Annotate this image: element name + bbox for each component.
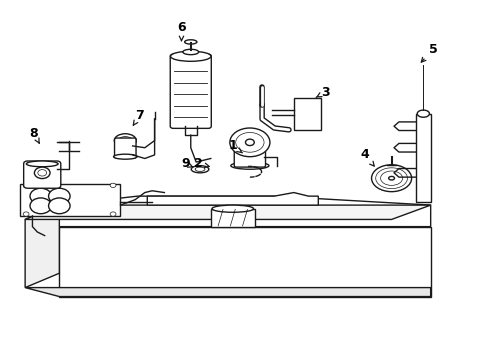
Text: 9: 9 <box>181 157 193 170</box>
Circle shape <box>49 188 70 204</box>
FancyBboxPatch shape <box>170 54 211 129</box>
Ellipse shape <box>212 205 253 212</box>
Circle shape <box>23 183 29 188</box>
Polygon shape <box>25 205 431 220</box>
Ellipse shape <box>245 139 254 145</box>
Ellipse shape <box>185 40 197 44</box>
Ellipse shape <box>114 154 137 159</box>
Ellipse shape <box>26 161 58 167</box>
Ellipse shape <box>376 168 408 189</box>
Circle shape <box>49 198 70 214</box>
Polygon shape <box>211 209 255 226</box>
Ellipse shape <box>171 51 211 61</box>
Circle shape <box>110 183 116 188</box>
Ellipse shape <box>195 167 205 171</box>
Ellipse shape <box>119 136 132 144</box>
Text: 1: 1 <box>228 139 242 153</box>
FancyBboxPatch shape <box>115 138 136 158</box>
Ellipse shape <box>114 134 136 147</box>
Ellipse shape <box>230 128 270 157</box>
Ellipse shape <box>389 176 394 180</box>
Ellipse shape <box>183 49 198 55</box>
Polygon shape <box>25 205 59 288</box>
Ellipse shape <box>231 162 269 169</box>
Polygon shape <box>59 196 431 226</box>
Polygon shape <box>25 288 431 297</box>
Circle shape <box>30 198 51 214</box>
Text: 2: 2 <box>194 157 209 170</box>
Text: 3: 3 <box>316 86 330 99</box>
Ellipse shape <box>381 171 403 185</box>
Bar <box>294 98 321 130</box>
Text: 7: 7 <box>133 109 145 125</box>
Ellipse shape <box>34 167 50 179</box>
Ellipse shape <box>191 166 209 173</box>
Ellipse shape <box>371 165 412 192</box>
Polygon shape <box>20 184 121 216</box>
Polygon shape <box>59 226 431 297</box>
Text: 8: 8 <box>29 127 39 143</box>
Text: 4: 4 <box>360 148 374 166</box>
FancyBboxPatch shape <box>24 161 61 188</box>
Text: 5: 5 <box>421 42 438 62</box>
Ellipse shape <box>38 170 47 176</box>
FancyBboxPatch shape <box>234 147 266 167</box>
Polygon shape <box>147 193 318 205</box>
Bar <box>416 114 431 202</box>
Circle shape <box>110 212 116 216</box>
Text: 6: 6 <box>177 21 186 41</box>
Circle shape <box>30 188 51 204</box>
Circle shape <box>23 212 29 216</box>
Ellipse shape <box>417 110 429 117</box>
Ellipse shape <box>236 132 264 152</box>
